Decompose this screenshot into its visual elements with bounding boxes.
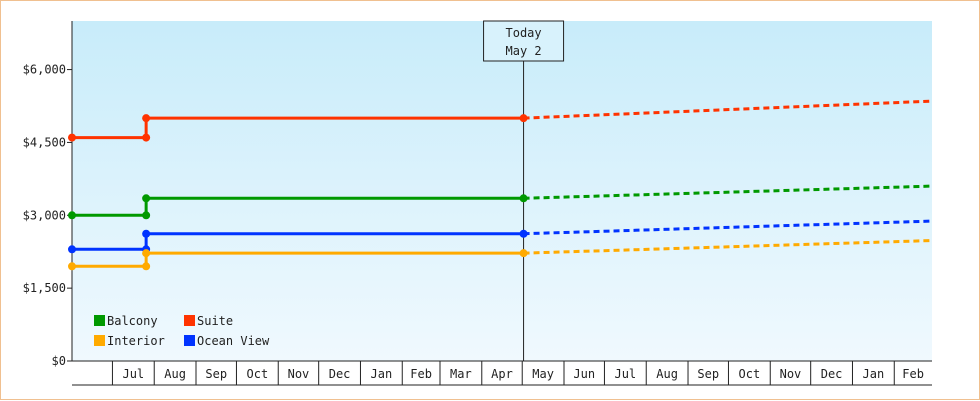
legend: Balcony Suite Interior Ocean View	[94, 314, 270, 348]
data-point-balcony	[68, 211, 76, 220]
data-point-interior	[142, 262, 151, 271]
month-label: Oct	[247, 367, 269, 381]
y-axis: $0 $1,500 $3,000 $4,500 $6,000	[23, 21, 73, 368]
legend-label-suite: Suite	[197, 314, 233, 328]
legend-swatch-suite	[184, 315, 195, 326]
month-label: Jul	[614, 367, 636, 381]
legend-label-ocean-view: Ocean View	[197, 334, 270, 348]
month-label: Jan	[863, 367, 885, 381]
data-point-suite	[142, 133, 151, 142]
month-label: Dec	[329, 367, 351, 381]
month-label: Dec	[821, 367, 843, 381]
today-label: Today	[506, 26, 542, 40]
month-label: Jun	[573, 367, 595, 381]
month-label: Aug	[164, 367, 186, 381]
month-label: May	[532, 367, 554, 381]
month-label: Nov	[780, 367, 802, 381]
data-point-balcony	[142, 211, 151, 220]
series-line-interior	[72, 251, 524, 268]
month-label: Aug	[656, 367, 678, 381]
month-label: Apr	[491, 367, 513, 381]
legend-swatch-balcony	[94, 315, 105, 326]
y-tick-label: $1,500	[23, 281, 66, 295]
series-group	[68, 99, 931, 271]
today-box	[483, 20, 565, 62]
y-tick-label: $3,000	[23, 208, 66, 222]
today-marker: Today May 2	[483, 20, 565, 361]
month-label: Jan	[371, 367, 393, 381]
series-line-ocean-view	[72, 232, 524, 251]
series-forecast-interior	[523, 239, 931, 255]
data-point-interior	[68, 262, 76, 271]
series-forecast-balcony	[523, 184, 931, 200]
today-date-label: May 2	[506, 44, 542, 58]
series-line-suite	[72, 116, 524, 140]
series-line-balcony	[72, 196, 524, 217]
month-label: Feb	[902, 367, 924, 381]
data-point-suite	[68, 133, 76, 142]
legend-label-balcony: Balcony	[107, 314, 158, 328]
month-label: Jul	[122, 367, 144, 381]
month-label: Oct	[739, 367, 761, 381]
data-point-suite	[519, 114, 528, 123]
data-point-interior	[142, 249, 151, 258]
month-label: Sep	[205, 367, 227, 381]
series-forecast-suite	[523, 99, 931, 120]
data-point-suite	[142, 114, 151, 123]
legend-swatch-ocean-view	[184, 335, 195, 346]
data-point-ocean-view	[519, 229, 528, 238]
x-axis: Jul Aug Sep Oct Nov Dec Jan Feb Mar Apr May Jun Jul A…	[72, 360, 932, 386]
y-tick-label: $6,000	[23, 63, 66, 77]
month-label: Feb	[410, 367, 432, 381]
month-label: Nov	[288, 367, 310, 381]
plot-area	[72, 21, 932, 361]
legend-label-interior: Interior	[107, 334, 165, 348]
y-tick-label: $4,500	[23, 135, 66, 149]
data-point-ocean-view	[68, 245, 76, 254]
data-point-ocean-view	[142, 229, 151, 238]
month-label: Sep	[697, 367, 719, 381]
data-point-interior	[519, 249, 528, 258]
series-forecast-ocean-view	[523, 219, 931, 236]
data-point-balcony	[142, 194, 151, 203]
data-point-balcony	[519, 194, 528, 203]
legend-swatch-interior	[94, 335, 105, 346]
month-label: Mar	[450, 367, 472, 381]
y-tick-label: $0	[52, 354, 66, 368]
